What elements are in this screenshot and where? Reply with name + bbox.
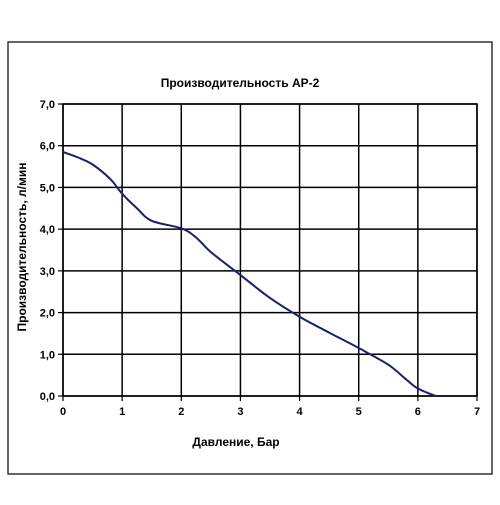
y-tick-label: 6,0	[40, 141, 55, 153]
x-tick-label: 6	[415, 406, 421, 418]
y-tick-label: 2,0	[40, 308, 55, 320]
chart-outer-border	[7, 41, 493, 475]
x-tick-label: 1	[119, 406, 125, 418]
series-line	[62, 150, 437, 397]
x-tick-label: 5	[356, 406, 362, 418]
y-tick-label: 1,0	[40, 349, 55, 361]
x-tick-label: 3	[237, 406, 243, 418]
x-axis-title: Давление, Бар	[192, 435, 279, 449]
x-tick-label: 4	[297, 406, 304, 418]
y-axis-ticks: 0,0 1,0 2,0 3,0 4,0 5,0 6,0 7,0	[40, 99, 63, 403]
x-tick-label: 7	[474, 406, 480, 418]
chart-title: Производительность AP-2	[161, 76, 320, 90]
y-tick-label: 5,0	[40, 182, 55, 194]
y-axis-title: Производительность, л/мин	[15, 162, 29, 331]
plot-area-border	[62, 103, 478, 397]
y-tick-label: 4,0	[40, 224, 55, 236]
x-tick-label: 2	[178, 406, 184, 418]
x-tick-label: 0	[60, 406, 66, 418]
x-axis-ticks: 0 1 2 3 4 5 6 7	[60, 396, 480, 418]
y-tick-label: 7,0	[40, 99, 55, 111]
y-tick-label: 0,0	[40, 391, 55, 403]
y-tick-label: 3,0	[40, 266, 55, 278]
